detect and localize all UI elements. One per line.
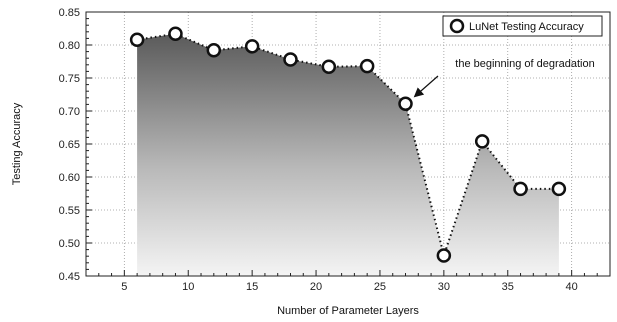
y-tick-label-2: 0.55 [59, 205, 80, 217]
x-tick-labels: 5 10 15 20 25 30 35 40 [121, 281, 578, 293]
data-point-5 [321, 59, 337, 75]
y-tick-label-3: 0.60 [59, 172, 80, 184]
data-point-9 [474, 134, 490, 149]
x-tick-label-7: 40 [566, 281, 578, 293]
annotation: the beginning of degradation [413, 58, 595, 98]
axis-ticks [85, 11, 611, 277]
x-tick-label-6: 35 [502, 281, 514, 293]
data-point-3 [244, 39, 260, 54]
legend: LuNet Testing Accuracy [442, 15, 603, 37]
y-tick-label-7: 0.80 [59, 40, 80, 52]
data-point-4 [283, 52, 298, 67]
y-tick-label-1: 0.50 [59, 238, 80, 250]
y-tick-label-0: 0.45 [59, 271, 80, 283]
data-point-8 [436, 248, 452, 263]
data-point-1 [168, 26, 183, 42]
series-points [129, 26, 567, 263]
x-tick-label-1: 10 [182, 281, 194, 293]
y-axis-label: Testing Accuracy [11, 102, 23, 185]
annotation-arrow [413, 75, 439, 98]
x-axis-label: Number of Parameter Layers [277, 305, 419, 317]
legend-marker [449, 18, 465, 34]
data-point-2 [206, 43, 222, 58]
y-tick-label-8: 0.85 [59, 7, 80, 19]
data-point-11 [551, 181, 567, 197]
y-tick-label-6: 0.75 [59, 73, 80, 85]
y-tick-label-5: 0.70 [59, 106, 80, 118]
data-point-6 [359, 58, 375, 74]
series-area-fill [137, 33, 559, 276]
x-tick-label-3: 20 [310, 281, 322, 293]
x-tick-label-4: 25 [374, 281, 386, 293]
data-point-7 [398, 96, 413, 111]
y-tick-label-4: 0.65 [59, 139, 80, 151]
x-tick-label-2: 15 [246, 281, 258, 293]
data-point-0 [129, 32, 145, 47]
data-point-10 [513, 181, 528, 197]
legend-entry-label: LuNet Testing Accuracy [469, 21, 584, 33]
annotation-text: the beginning of degradation [455, 58, 594, 70]
y-tick-labels: 0.45 0.50 0.55 0.60 0.65 0.70 0.75 0.80 0.85 [59, 7, 80, 283]
x-tick-label-5: 30 [438, 281, 450, 293]
legend-box [442, 15, 603, 37]
x-tick-label-0: 5 [121, 281, 127, 293]
